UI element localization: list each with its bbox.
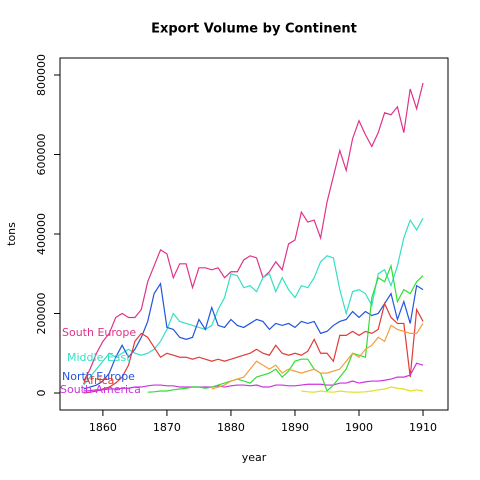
x-axis-label: year [242,451,267,464]
y-tick-label: 400000 [35,213,48,255]
x-tick-label: 1910 [409,421,437,434]
y-tick-label: 600000 [35,134,48,176]
series-line [83,82,424,382]
series-line [147,263,424,393]
series-label: North Europe [62,370,135,383]
x-tick-label: 1880 [217,421,245,434]
series-line [83,362,424,392]
series-label: South Europe [62,326,136,339]
series-line [83,301,424,394]
series-line [83,217,424,386]
x-tick-label: 1870 [153,421,181,434]
series-label: Africa [83,374,114,387]
x-tick-label: 1860 [89,421,117,434]
x-tick-label: 1900 [345,421,373,434]
y-tick-label: 800000 [35,54,48,96]
y-axis-label: tons [5,222,18,246]
y-tick-label: 200000 [35,292,48,334]
series-line [301,386,424,393]
series-line [211,323,424,390]
series-label: South America [60,383,141,396]
chart-title: Export Volume by Continent [151,22,357,37]
series-label: Middle East [67,351,131,364]
series-line [83,282,424,390]
x-tick-label: 1890 [281,421,309,434]
y-tick-label: 0 [35,389,48,396]
